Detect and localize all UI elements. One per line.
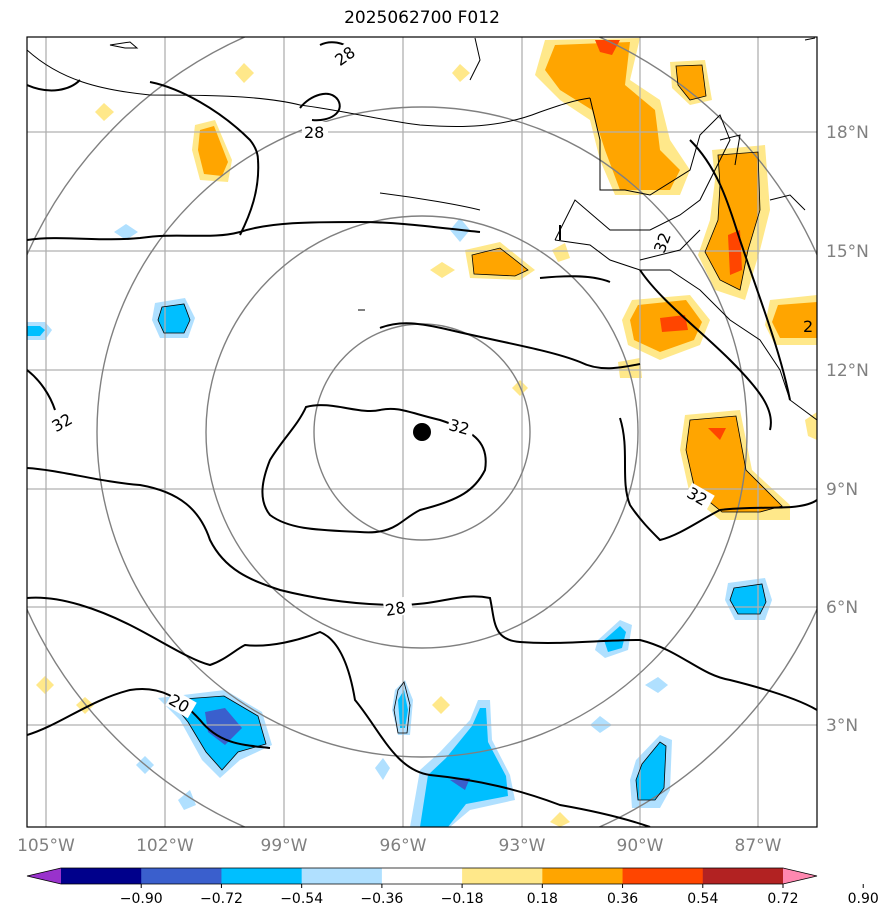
contour-label: 2 [803,317,813,336]
longitude-labels: 105°W 102°W 99°W 96°W 93°W 90°W 87°W [17,836,782,856]
lat-label: 9°N [826,480,858,500]
colorbar-segment [221,868,303,884]
contours [27,41,817,827]
colorbar-extend-low [27,868,61,884]
lon-label: 90°W [617,836,664,856]
lon-label: 87°W [735,836,782,856]
colorbar-segment [542,868,624,884]
lat-label: 18°N [826,123,869,143]
map-title: 2025062700 F012 [344,8,500,28]
colorbar-tick-label: −0.18 [441,891,484,907]
colorbar-segment [702,868,784,884]
colorbar-segment [462,868,543,884]
colorbar-segment [61,868,142,884]
lat-label: 15°N [826,242,869,262]
lat-label: 12°N [826,361,869,381]
lon-label: 102°W [136,836,194,856]
coastlines [27,37,817,421]
colorbar-segment [301,868,383,884]
map-area: 28 28 32 32 32 28 20 32 2 [27,37,817,827]
contour-label: 28 [304,123,324,142]
lat-label: 6°N [826,598,858,618]
contour-label: 28 [384,598,407,620]
storm-center-marker [413,423,431,441]
lon-label: 99°W [261,836,308,856]
latitude-labels: 18°N 15°N 12°N 9°N 6°N 3°N [826,123,869,736]
colorbar-tick-label: 0.18 [527,891,558,907]
colorbar-tick-label: −0.54 [280,891,323,907]
colorbar-outline [26,867,818,885]
colorbar-tick-label: −0.90 [120,891,163,907]
lon-label: 93°W [499,836,546,856]
colorbar-segment [622,868,704,884]
colorbar-segment [141,868,222,884]
colorbar-extend-high [783,868,817,884]
colorbar-ticks: −0.90 −0.72 −0.54 −0.36 −0.18 0.18 0.36 0.54 0.7… [120,884,879,907]
colorbar [26,867,818,885]
colorbar-tick-label: 0.36 [607,891,638,907]
colorbar-tick-label: 0.90 [848,891,879,907]
anomaly-outlines [157,64,783,801]
colorbar-tick-label: −0.36 [360,891,403,907]
colorbar-segment [381,868,463,884]
colorbar-tick-label: 0.72 [767,891,798,907]
lat-label: 3°N [826,716,858,736]
colorbar-tick-label: 0.54 [687,891,718,907]
lon-label: 105°W [17,836,75,856]
contour-label: 32 [447,415,472,439]
lon-label: 96°W [380,836,427,856]
map-frame [26,36,818,828]
range-rings [27,37,817,827]
colorbar-tick-label: −0.72 [200,891,243,907]
